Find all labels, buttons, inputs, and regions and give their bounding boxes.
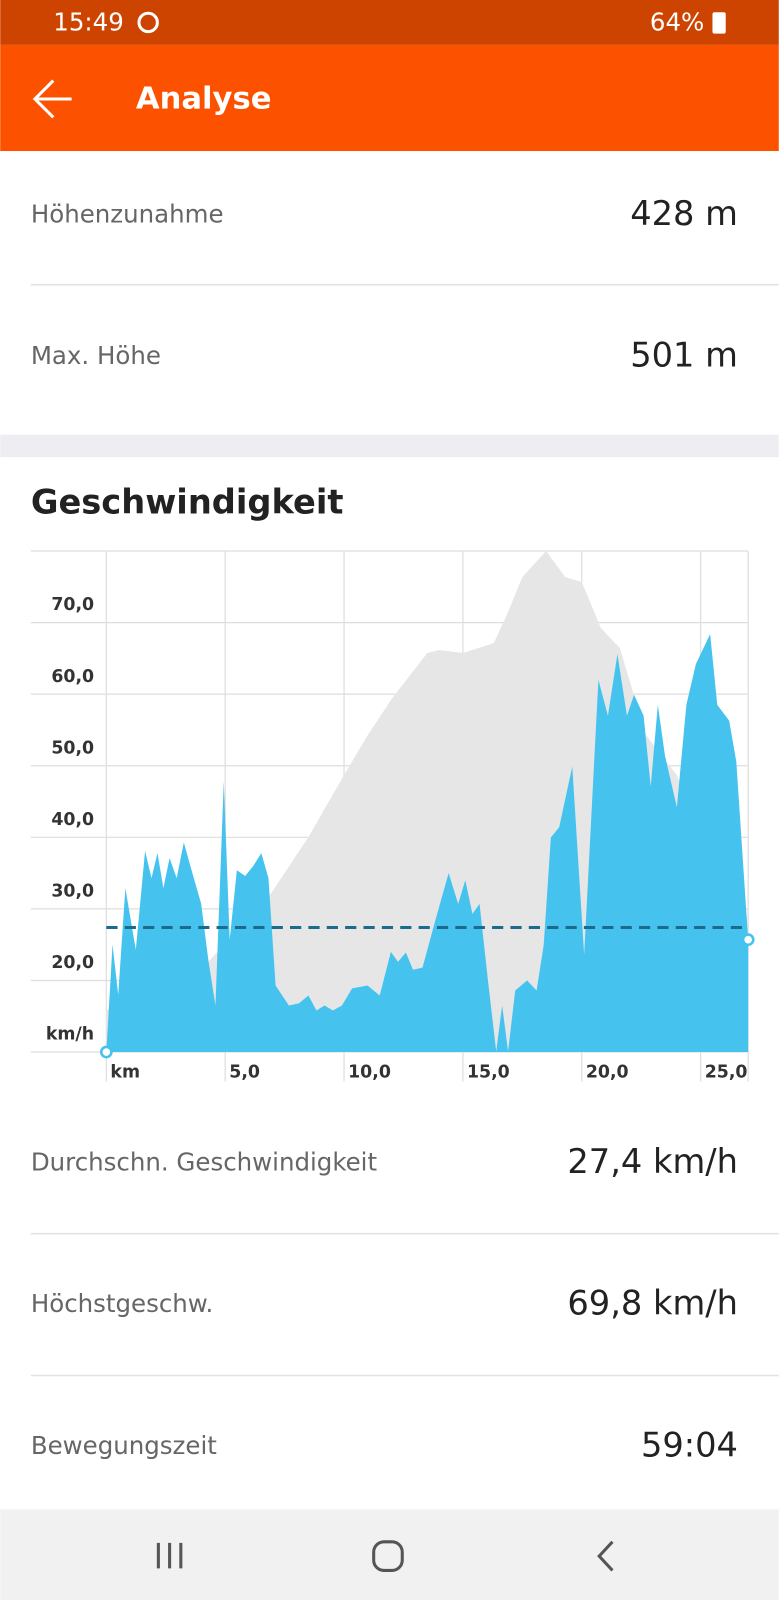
y-tick-label: 50,0 — [51, 738, 94, 758]
stat-label: Bewegungszeit — [31, 1431, 217, 1460]
x-tick-label: 25,0 — [705, 1062, 748, 1082]
stat-value: 27,4 km/h — [567, 1142, 738, 1181]
app-bar — [0, 44, 779, 152]
stat-value: 428 m — [630, 194, 738, 233]
battery-level: 64% — [650, 7, 704, 36]
x-tick-label: 5,0 — [229, 1062, 260, 1082]
battery-icon — [712, 12, 726, 34]
x-tick-label: km — [110, 1062, 140, 1082]
section-gap — [0, 434, 779, 458]
sync-icon — [137, 11, 159, 34]
home-button[interactable] — [372, 1540, 404, 1572]
stat-value: 69,8 km/h — [567, 1284, 738, 1323]
chart-title: Geschwindigkeit — [31, 483, 344, 522]
endpoint-marker — [741, 933, 755, 947]
stat-value: 59:04 — [641, 1425, 738, 1464]
app-title: Analyse — [136, 82, 272, 117]
y-tick-label: 40,0 — [51, 810, 94, 830]
recents-button[interactable] — [156, 1542, 183, 1569]
y-tick-label: 20,0 — [51, 953, 94, 973]
y-tick-label: 60,0 — [51, 667, 94, 687]
status-bar — [0, 0, 779, 45]
x-tick-label: 10,0 — [348, 1062, 391, 1082]
stat-label: Max. Höhe — [31, 341, 161, 370]
status-time: 15:49 — [53, 7, 124, 36]
chart: km/h 20,0 30,0 40,0 50,0 60,0 70,0 km 5,0 10,0 15,… — [30, 550, 755, 1082]
x-tick-label: 20,0 — [586, 1062, 629, 1082]
stat-label: Durchschn. Geschwindigkeit — [31, 1147, 378, 1176]
back-button[interactable] — [32, 79, 72, 119]
y-tick-label: 70,0 — [51, 595, 94, 615]
y-tick-label: km/h — [46, 1025, 94, 1045]
speed-area — [106, 634, 749, 1053]
endpoint-marker — [99, 1045, 113, 1059]
stat-label: Höhenzunahme — [31, 199, 224, 228]
nav-back-button[interactable] — [597, 1540, 614, 1572]
y-tick-label: 30,0 — [51, 882, 94, 902]
nav-bar — [0, 1509, 779, 1600]
stat-value: 501 m — [630, 336, 738, 375]
x-tick-label: 15,0 — [467, 1062, 510, 1082]
stat-label: Höchstgeschw. — [31, 1289, 214, 1318]
